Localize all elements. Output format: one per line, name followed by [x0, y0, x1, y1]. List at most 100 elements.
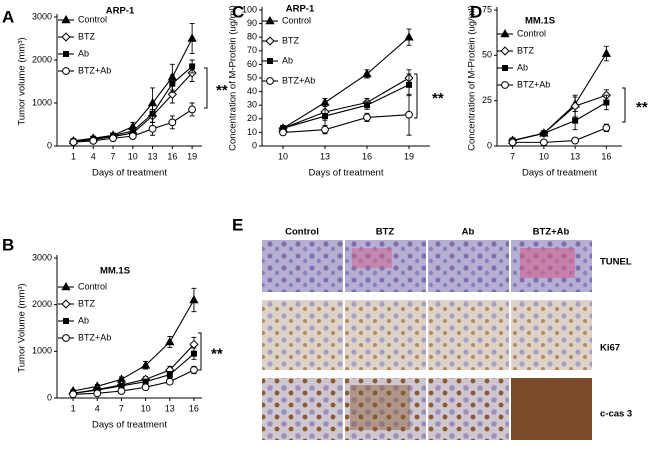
marker [540, 130, 547, 137]
marker [508, 138, 517, 147]
marker [572, 117, 579, 124]
x-tick-label: 4 [91, 151, 96, 161]
significance-bracket [204, 67, 208, 109]
y-tick-label: 50 [482, 50, 492, 60]
marker [128, 132, 137, 141]
y-tick-label: 2000 [32, 54, 52, 64]
y-tick-label: 1000 [32, 97, 52, 107]
legend-marker [500, 28, 510, 38]
y-axis-label: Tumor volume (mm³) [17, 37, 28, 125]
column-label: BTZ+Ab [533, 227, 570, 238]
marker [570, 101, 580, 111]
y-tick-label: 0 [47, 140, 52, 150]
micrograph [511, 300, 592, 370]
x-tick-label: 1 [71, 403, 76, 413]
y-tick-label: 70 [247, 45, 257, 55]
legend-label: Control [78, 281, 107, 291]
marker [362, 68, 372, 78]
y-tick-label: 90 [247, 18, 257, 28]
legend-label: BTZ+Ab [78, 332, 111, 342]
legend-label: Control [78, 14, 107, 24]
y-tick-label: 75 [482, 4, 492, 14]
significance-bracket [198, 332, 202, 371]
legend-label: BTZ [517, 45, 535, 55]
marker [363, 113, 371, 122]
annotation: ** [636, 99, 648, 116]
y-tick-label: 40 [247, 86, 257, 96]
marker [167, 89, 177, 100]
chart-title: ARP-1 [286, 4, 315, 15]
panel-letter: C [232, 2, 244, 21]
significance-bracket [414, 73, 418, 119]
micrograph [262, 378, 343, 440]
marker [190, 350, 197, 357]
x-tick-label: 13 [320, 151, 330, 161]
legend-label: Ab [517, 62, 528, 72]
annotation: ** [216, 82, 228, 99]
y-tick-label: 10 [247, 127, 257, 137]
marker [142, 378, 149, 385]
marker [129, 127, 136, 134]
marker [141, 383, 150, 392]
y-tick-label: 30 [247, 100, 257, 110]
marker [93, 389, 102, 398]
marker [571, 136, 580, 145]
marker [406, 81, 412, 88]
x-tick-label: 13 [570, 151, 580, 161]
y-tick-label: 0 [47, 392, 52, 402]
y-tick-label: 20 [247, 113, 257, 123]
y-tick-label: 2000 [32, 299, 52, 309]
marker [364, 102, 370, 109]
legend-label: Control [517, 28, 546, 38]
x-axis-label: Days of treatment [92, 168, 167, 179]
legend-marker [266, 77, 274, 85]
legend-marker [62, 334, 70, 342]
x-tick-label: 7 [510, 151, 515, 161]
column-label: BTZ [376, 227, 395, 238]
marker [69, 390, 78, 399]
panel-letter: D [470, 2, 482, 21]
panel-letter: E [232, 215, 243, 234]
marker [404, 32, 414, 41]
legend-label: Ab [78, 315, 89, 325]
x-tick-label: 7 [119, 403, 124, 413]
series-line [512, 102, 607, 142]
legend-marker [501, 81, 509, 89]
panel-letter: B [2, 235, 14, 254]
image-grid [262, 240, 592, 440]
legend-marker [265, 36, 275, 46]
column-label: Control [285, 227, 319, 238]
marker [188, 105, 197, 114]
x-tick-label: 4 [95, 403, 100, 413]
marker [405, 110, 413, 119]
legend-label: Ab [282, 55, 293, 65]
series-line [282, 77, 410, 129]
marker [118, 382, 125, 389]
legend-marker [500, 46, 510, 56]
x-tick-label: 10 [539, 151, 549, 161]
legend-label: Control [282, 15, 311, 25]
column-label: Ab [462, 227, 475, 238]
marker [189, 63, 196, 70]
x-tick-label: 16 [167, 151, 177, 161]
x-tick-label: 16 [601, 151, 611, 161]
micrograph [428, 378, 509, 440]
y-tick-label: 80 [247, 32, 257, 42]
legend-marker [502, 65, 508, 71]
series-line [73, 299, 195, 392]
x-tick-label: 16 [189, 403, 199, 413]
chart-title: MM.1S [100, 266, 130, 277]
legend-label: BTZ [282, 35, 300, 45]
marker [149, 110, 156, 117]
x-tick-label: 10 [278, 151, 288, 161]
legend-label: Ab [78, 48, 89, 58]
legend-marker [61, 281, 71, 291]
marker [69, 138, 78, 147]
significance-bracket [622, 87, 626, 123]
micrograph [428, 300, 509, 370]
marker [321, 125, 329, 134]
legend-marker [61, 14, 71, 24]
y-tick-label: 1000 [32, 346, 52, 356]
marker [603, 99, 610, 106]
legend-label: BTZ [78, 298, 96, 308]
